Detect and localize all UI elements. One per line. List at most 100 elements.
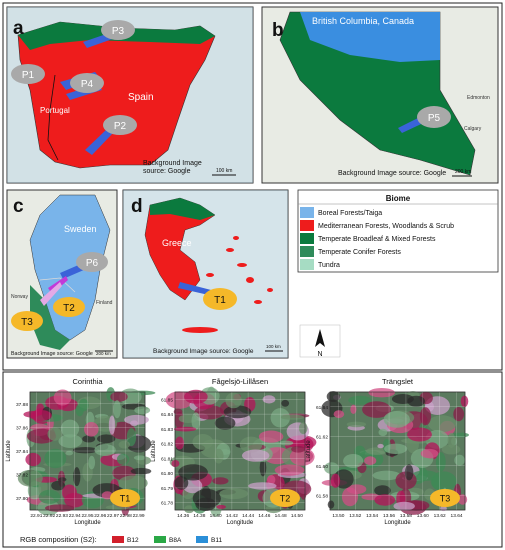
site-wedge-t1 <box>178 282 215 296</box>
x-tick-label: 22.95 <box>81 513 93 519</box>
site-badge-label: T2 <box>280 494 291 504</box>
label-p6-bubble <box>76 252 108 272</box>
x-tick-label: 14.44 <box>242 513 254 519</box>
rgb-label: RGB composition (S2): <box>20 535 97 544</box>
satellite-title: Fågelsjö-Lillåsen <box>212 377 268 386</box>
label-p5-bubble <box>417 106 451 128</box>
legend-item-label: Mediterranean Forests, Woodlands & Scrub <box>318 223 454 230</box>
x-tick-label: 13.60 <box>417 513 429 519</box>
x-tick-label: 13.56 <box>383 513 395 519</box>
y-tick-label: 61.80 <box>161 471 173 477</box>
y-tick-label: 37.88 <box>16 402 28 408</box>
label-t1-bubble <box>203 288 237 310</box>
country-label-norway: Norway <box>11 294 28 300</box>
x-tick-label: 22.96 <box>94 513 106 519</box>
y-tick-label: 61.78 <box>161 501 173 507</box>
y-tick-label: 61.82 <box>161 442 173 448</box>
label-p5: P5 <box>428 113 441 124</box>
legend-swatch <box>300 259 314 270</box>
panel-letter-b: b <box>272 20 284 41</box>
label-t1: T1 <box>214 295 226 306</box>
label-p2: P2 <box>114 121 127 132</box>
label-p4: P4 <box>81 79 94 90</box>
label-t2-bubble <box>53 297 85 317</box>
greece-north-temperate <box>150 198 215 220</box>
map-panel-d: T1 d Greece Background Image source: Goo… <box>122 189 289 359</box>
label-t3: T3 <box>21 317 33 328</box>
label-p4-bubble <box>70 73 104 93</box>
site-badge <box>110 489 140 507</box>
scale-label-b: 200 km <box>455 169 471 175</box>
label-p3: P3 <box>112 26 125 37</box>
bottom-frame <box>2 371 503 548</box>
x-tick-label: 14.50 <box>291 513 303 519</box>
x-tick-label: 13.58 <box>400 513 412 519</box>
legend-item-label: Temperate Conifer Forests <box>318 249 401 256</box>
x-tick-label: 13.62 <box>434 513 446 519</box>
y-tick-label: 37.84 <box>16 449 28 455</box>
band-swatch <box>154 536 166 543</box>
x-tick-label: 22.98 <box>120 513 132 519</box>
band-label: B11 <box>211 537 222 544</box>
country-label-sweden: Sweden <box>64 224 97 234</box>
credit-a-line2: source: Google <box>143 168 191 175</box>
country-label-greece: Greece <box>162 238 192 248</box>
y-tick-label: 37.80 <box>16 496 28 502</box>
y-axis-label: Latitude <box>151 440 157 462</box>
x-tick-label: 14.40 <box>210 513 222 519</box>
panel-letter-c: c <box>13 196 24 217</box>
y-tick-label: 37.82 <box>16 473 28 479</box>
scale-label-d: 100 km <box>266 344 281 349</box>
site-badge <box>430 489 460 507</box>
x-tick-label: 22.93 <box>56 513 68 519</box>
scale-label-a: 100 km <box>216 168 232 174</box>
y-tick-label: 61.84 <box>161 412 173 418</box>
x-tick-label: 22.94 <box>69 513 81 519</box>
y-tick-label: 61.64 <box>316 405 328 411</box>
label-t3-bubble <box>11 311 43 331</box>
sweden-south-temperate <box>30 285 70 350</box>
x-tick-label: 13.50 <box>332 513 344 519</box>
map-panel-b: P5 b British Columbia, Canada Edmonton C… <box>261 6 499 184</box>
country-label-spain: Spain <box>128 92 154 103</box>
city-edmonton: Edmonton <box>467 95 490 101</box>
y-tick-label: 61.85 <box>161 397 173 403</box>
x-tick-label: 14.38 <box>193 513 205 519</box>
x-axis-label: Longitude <box>227 520 254 526</box>
satellite-panel-2: Fågelsjö-Lillåsen 14.36 14.38 14.40 14.42 14.… <box>151 377 317 526</box>
bc-boreal-shape <box>300 12 440 62</box>
band-swatch <box>112 536 124 543</box>
legend-swatch <box>300 207 314 218</box>
x-tick-label: 13.54 <box>366 513 378 519</box>
label-p6: P6 <box>86 258 99 269</box>
band-label: B12 <box>127 537 139 544</box>
portugal-border <box>47 74 59 161</box>
site-wedge-t3 <box>40 282 62 306</box>
satellite-title: Corinthia <box>72 377 103 386</box>
north-arrow-icon: N <box>299 324 341 358</box>
country-label-portugal: Portugal <box>40 106 70 115</box>
credit-b: Background Image source: Google <box>338 170 446 177</box>
site-badge <box>270 489 300 507</box>
panel-letter-d: d <box>131 196 143 217</box>
y-tick-label: 61.58 <box>316 493 328 499</box>
band-swatch <box>196 536 208 543</box>
label-p2-bubble <box>103 115 137 135</box>
north-label: N <box>317 351 322 358</box>
y-tick-label: 61.60 <box>316 464 328 470</box>
top-frame <box>2 2 503 371</box>
country-label-finland: Finland <box>96 300 113 306</box>
panel-letter-a: a <box>13 18 24 39</box>
label-p1: P1 <box>22 70 35 81</box>
scale-label-c: 200 km <box>96 351 111 356</box>
y-axis-label: Latitude <box>6 440 12 462</box>
y-tick-label: 61.83 <box>161 427 173 433</box>
x-tick-label: 13.52 <box>349 513 361 519</box>
legend-swatch <box>300 233 314 244</box>
site-wedge-p2 <box>85 128 114 155</box>
legend-item-label: Temperate Broadleaf & Mixed Forests <box>318 236 436 243</box>
x-tick-label: 22.97 <box>107 513 119 519</box>
map-panel-c: P6 T2 T3 c Sweden Finland Norway Backgro… <box>6 189 118 359</box>
site-badge-label: T1 <box>120 494 131 504</box>
